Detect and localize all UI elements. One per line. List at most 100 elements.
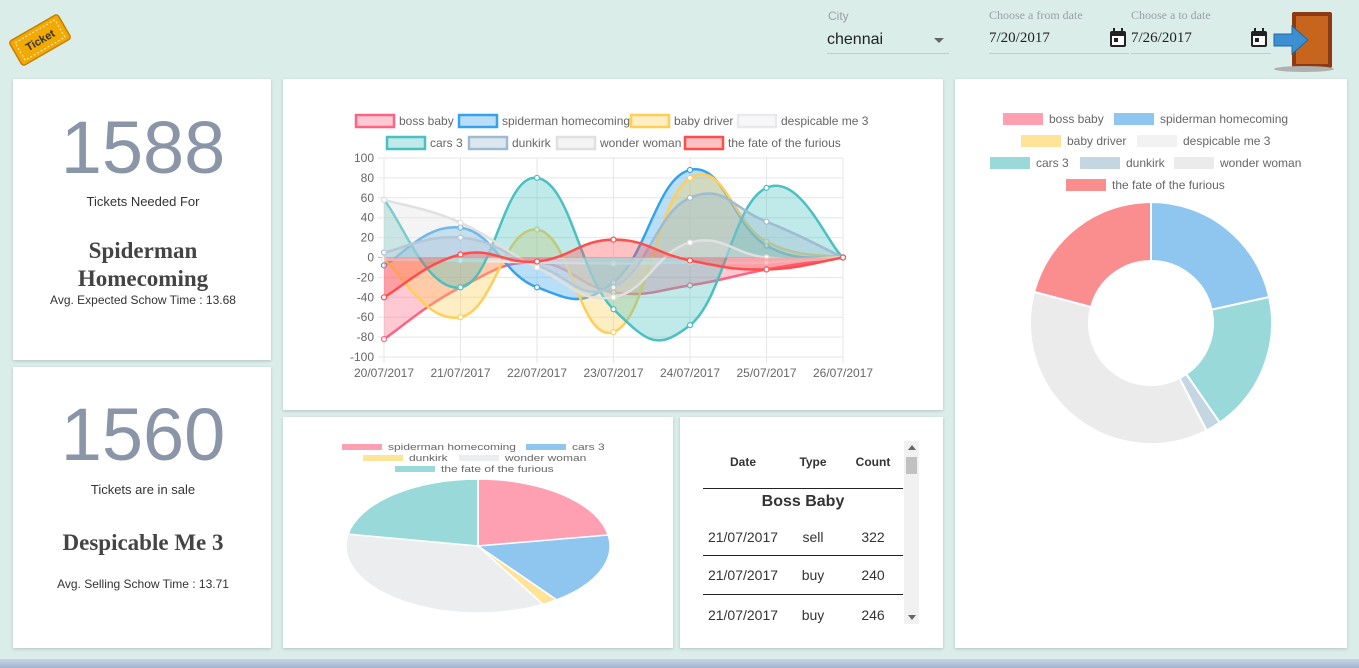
legend-item-baby-driver[interactable]: baby driver	[1021, 134, 1126, 148]
legend-item-cars-3[interactable]: cars 3	[385, 135, 463, 151]
data-point[interactable]	[763, 238, 770, 245]
legend-item-the-fate-of-the-furious[interactable]: the fate of the furious	[395, 464, 554, 475]
pie-slice-cars-3[interactable]	[475, 534, 611, 601]
doughnut-slice-wonder-woman[interactable]	[1029, 290, 1208, 445]
data-point[interactable]	[686, 282, 694, 289]
data-point[interactable]	[533, 258, 541, 265]
legend-item-despicable-me-3[interactable]: despicable me 3	[736, 113, 869, 129]
data-point[interactable]	[686, 257, 694, 264]
svg-text:dunkirk: dunkirk	[1126, 156, 1166, 170]
pie-slice-wonder-woman[interactable]	[345, 533, 545, 614]
row-count: 246	[861, 606, 885, 623]
calendar-icon[interactable]	[1250, 28, 1268, 48]
data-point[interactable]	[380, 249, 388, 256]
data-point[interactable]	[533, 226, 541, 233]
svg-text:wonder woman: wonder woman	[599, 136, 681, 150]
data-point[interactable]	[533, 284, 541, 291]
city-label: City	[828, 9, 849, 23]
sale-avg-time: Avg. Selling Schow Time : 13.71	[57, 577, 229, 591]
y-tick-label: 40	[361, 211, 375, 225]
data-point[interactable]	[763, 266, 770, 273]
row-date: 21/07/2017	[707, 606, 779, 623]
data-point[interactable]	[457, 257, 464, 264]
table-row: 21/07/2017 sell 322	[703, 519, 903, 556]
group-title: Boss Baby	[761, 493, 845, 510]
data-point[interactable]	[686, 174, 694, 182]
data-point[interactable]	[610, 260, 617, 267]
data-point[interactable]	[686, 239, 694, 246]
logout-door-icon[interactable]	[1272, 8, 1336, 72]
legend-item-wonder-woman[interactable]: wonder woman	[459, 453, 586, 464]
needed-movie-line1: Spiderman	[88, 238, 198, 263]
svg-text:cars 3: cars 3	[430, 136, 463, 150]
doughnut-slice-spiderman-homecoming[interactable]	[1150, 200, 1271, 311]
from-date-label: Choose a from date	[989, 8, 1083, 22]
legend-item-the-fate-of-the-furious[interactable]: the fate of the furious	[1066, 178, 1225, 192]
pie-slice-the-fate-of-the-furious[interactable]	[347, 478, 479, 547]
svg-text:despicable me 3: despicable me 3	[1183, 134, 1271, 148]
data-point[interactable]	[763, 184, 770, 191]
to-date-input[interactable]: 7/26/2017	[1131, 28, 1271, 54]
line-chart-card: 100 80 60 40 20 0 -20 -40 -60 -80 -100 20/07/2017 21…	[283, 79, 943, 410]
data-point[interactable]	[457, 251, 464, 258]
pie-chart: spiderman homecoming cars 3 dunkirk wonder …	[342, 442, 611, 614]
svg-text:dunkirk: dunkirk	[409, 453, 448, 464]
legend-item-boss-baby[interactable]: boss baby	[1003, 112, 1104, 126]
from-date-input[interactable]: 7/20/2017	[989, 28, 1129, 54]
calendar-icon[interactable]	[1109, 28, 1127, 48]
data-point[interactable]	[610, 236, 617, 243]
legend-item-baby-driver[interactable]: baby driver	[629, 113, 733, 129]
data-point[interactable]	[610, 294, 617, 301]
data-point[interactable]	[457, 314, 464, 321]
to-date-label: Choose a to date	[1131, 8, 1211, 22]
data-point[interactable]	[380, 335, 388, 343]
x-tick-label: 21/07/2017	[430, 366, 490, 380]
data-point[interactable]	[763, 218, 770, 225]
data-point[interactable]	[533, 174, 541, 182]
legend-item-dunkirk[interactable]: dunkirk	[1080, 156, 1166, 170]
legend-item-wonder-woman[interactable]: wonder woman	[1174, 156, 1301, 170]
col-header-count: Count	[855, 455, 891, 469]
data-point[interactable]	[380, 294, 388, 301]
legend-item-dunkirk[interactable]: dunkirk	[363, 453, 448, 464]
data-point[interactable]	[610, 284, 617, 291]
legend-item-the-fate-of-the-furious[interactable]: the fate of the furious	[683, 135, 841, 151]
data-point[interactable]	[533, 264, 541, 271]
data-point[interactable]	[686, 194, 694, 201]
legend-item-boss-baby[interactable]: boss baby	[354, 113, 454, 129]
scrollbar-thumb[interactable]	[906, 457, 917, 474]
scrollbar[interactable]	[904, 441, 919, 624]
data-point[interactable]	[380, 196, 388, 203]
data-point[interactable]	[763, 254, 770, 261]
line-chart: 100 80 60 40 20 0 -20 -40 -60 -80 -100 20/07/2017 21…	[350, 113, 873, 380]
needed-caption: Tickets Needed For	[86, 194, 200, 209]
x-tick-label: 25/07/2017	[736, 366, 796, 380]
legend-item-cars-3[interactable]: cars 3	[990, 156, 1069, 170]
data-point[interactable]	[457, 234, 464, 241]
data-point[interactable]	[686, 166, 694, 174]
y-tick-label: -60	[357, 310, 375, 324]
legend-item-spiderman-homecoming[interactable]: spiderman homecoming	[1114, 112, 1288, 126]
data-point[interactable]	[457, 219, 464, 226]
data-point[interactable]	[380, 256, 388, 263]
legend-item-despicable-me-3[interactable]: despicable me 3	[1137, 134, 1271, 148]
data-point[interactable]	[610, 306, 617, 313]
city-select[interactable]: chennai	[827, 28, 949, 54]
x-tick-label: 26/07/2017	[813, 366, 873, 380]
dropdown-arrow-icon	[934, 38, 944, 43]
legend-item-dunkirk[interactable]: dunkirk	[467, 135, 552, 151]
legend-item-spiderman-homecoming[interactable]: spiderman homecoming	[342, 442, 516, 453]
data-point[interactable]	[457, 284, 464, 291]
legend-item-cars-3[interactable]: cars 3	[526, 442, 605, 453]
scroll-down-icon[interactable]	[908, 615, 916, 620]
scroll-up-icon[interactable]	[908, 445, 916, 450]
data-point[interactable]	[839, 254, 847, 261]
pie-slice-spiderman-homecoming[interactable]	[477, 478, 610, 547]
svg-text:boss baby: boss baby	[399, 114, 454, 128]
legend-item-wonder-woman[interactable]: wonder woman	[555, 135, 681, 151]
data-point[interactable]	[610, 329, 617, 336]
doughnut-slice-the-fate-of-the-furious[interactable]	[1032, 200, 1152, 309]
legend-item-spiderman-homecoming[interactable]: spiderman homecoming	[457, 113, 630, 129]
data-point[interactable]	[686, 322, 694, 329]
data-point[interactable]	[380, 262, 388, 269]
